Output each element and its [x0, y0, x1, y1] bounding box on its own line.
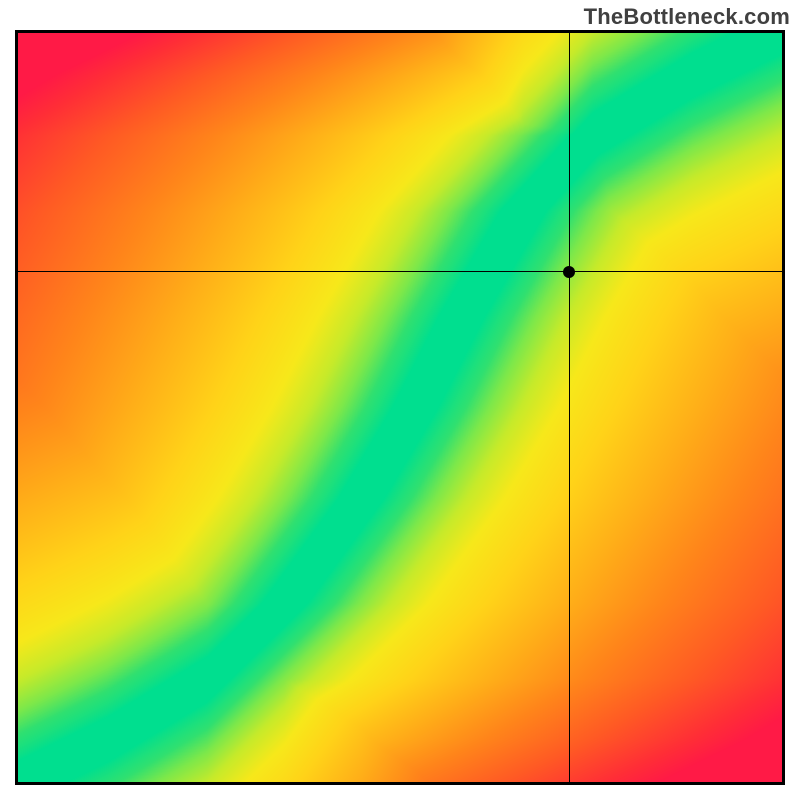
- crosshair-vertical: [569, 30, 570, 785]
- crosshair-marker: [563, 266, 575, 278]
- watermark-text: TheBottleneck.com: [584, 4, 790, 30]
- heatmap-canvas: [15, 30, 785, 785]
- chart-container: [15, 30, 785, 785]
- crosshair-horizontal: [15, 271, 785, 272]
